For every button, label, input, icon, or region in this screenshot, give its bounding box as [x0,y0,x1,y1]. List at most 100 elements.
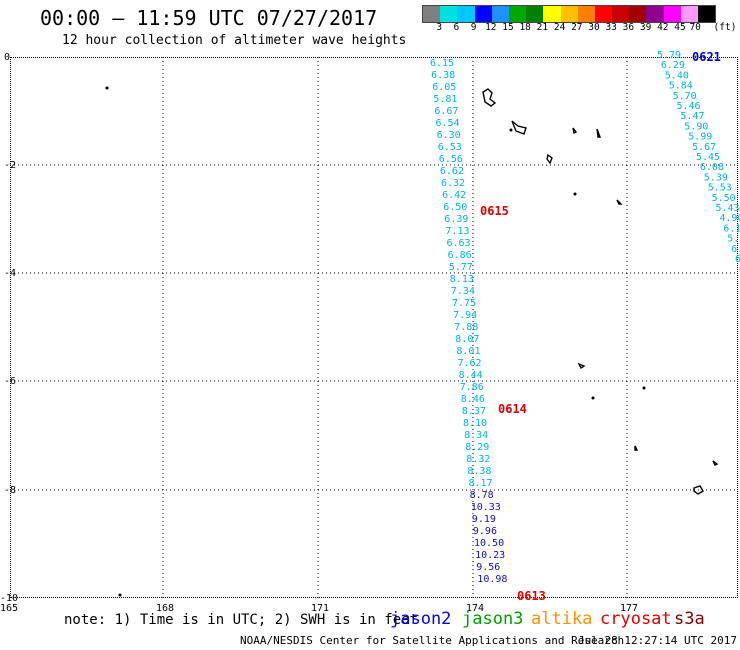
wave-height-value: 7.34 [451,286,475,297]
satellite-legend-item: s3a [674,609,705,629]
scale-swatch [560,6,578,22]
wave-height-value: 8.32 [466,454,490,465]
x-tick-label: 174 [466,603,484,614]
wave-height-value: 8.37 [462,406,486,417]
island-dot [118,593,122,597]
wave-height-value: 5.45 [696,152,720,163]
scale-swatch [594,6,613,22]
scale-label: 45 [674,22,686,33]
wave-height-value: 6.32 [441,178,465,189]
pass-time-label: 0613 [517,589,546,603]
scale-label: 39 [639,22,652,33]
wave-height-value: 5.81 [433,94,457,105]
scale-label: 21 [536,22,549,33]
scale-label: 27 [571,22,583,33]
wave-height-value: 7.94 [453,310,477,321]
scale-label: 12 [485,22,497,33]
scale-swatch [577,6,595,22]
y-tick-label: -10 [0,593,18,604]
wave-height-value: 5.67 [692,142,716,153]
wave-height-value: 6.86 [448,250,472,261]
wave-height-value: 8.07 [455,334,479,345]
wave-height-value: 5.43 [716,203,740,214]
wave-height-value: 8.38 [467,466,491,477]
scale-swatch [526,6,544,22]
scale-label: 18 [519,22,531,33]
island-outline [634,445,639,451]
island-dot [573,192,577,196]
x-tick-label: 165 [0,603,18,614]
scale-label: 42 [657,22,669,33]
scale-swatch [543,6,561,22]
map-subtitle: 12 hour collection of altimeter wave hei… [62,33,407,48]
wave-height-value: 7.13 [445,226,469,237]
wave-height-value: 5.40 [665,70,689,81]
island-outline [577,362,586,370]
scale-label: 3 [436,22,443,33]
scale-swatch [423,6,441,22]
island-outlines [105,86,719,597]
island-outline [511,120,527,135]
wave-height-value: 6.39 [444,214,468,225]
wave-height-value: 8.13 [450,274,474,285]
satellite-legend-item: altika [531,609,593,629]
wave-height-value: 6.63 [447,238,471,249]
island-dot [591,396,595,400]
scale-label: 70 [689,22,701,33]
wave-height-value: 5.46 [677,101,701,112]
scale-unit-label: (ft) [713,22,737,33]
wave-height-value: 6.54 [436,118,460,129]
wave-height-value: 10.23 [475,550,505,561]
wave-height-value: 8.78 [470,490,494,501]
graticule-grid [10,57,738,598]
wave-height-value: 5.50 [712,193,736,204]
scale-label: 9 [470,22,477,33]
wave-height-value: 10.33 [471,502,501,513]
scale-swatch [474,6,492,22]
scale-swatch [457,6,475,22]
wave-height-value: 6.38 [431,70,455,81]
wave-height-value: 6.05 [432,82,456,93]
scale-label: 33 [605,22,617,33]
scale-label: 36 [622,22,635,33]
x-tick-label: 171 [311,603,329,614]
wave-height-value: 6.30 [437,130,461,141]
west-track-values: 6.156.386.055.816.676.546.306.536.566.62… [430,58,507,585]
wave-height-value: 6.15 [430,58,454,69]
wave-height-value: 6.50 [443,202,467,213]
x-tick-label: 177 [620,603,638,614]
island-dot [509,128,513,132]
wave-height-value: 5.39 [704,172,728,183]
wave-height-value: 5.79 [657,50,681,61]
wave-height-value: 8.34 [464,430,488,441]
scale-label: 6 [453,22,460,33]
island-outline [596,128,602,138]
wave-height-value: 9.19 [472,514,496,525]
wave-height-value: 8.10 [463,418,487,429]
pass-time-label: 0621 [692,50,721,64]
satellite-legend-item: jason2 [390,609,452,629]
wave-height-value: 8.17 [469,478,493,489]
wave-height-value: 10.98 [477,574,507,585]
pass-time-labels: 0621 0615 0614 0613 [480,50,721,603]
wave-height-value: 6.2 [735,254,740,265]
island-outline [546,153,553,165]
wave-height-value: 8.01 [456,346,480,357]
island-outline [572,127,578,135]
wave-height-value: 5.77 [449,262,473,273]
wave-height-value: 5.53 [708,183,732,194]
map-note: note: 1) Time is in UTC; 2) SWH is in fe… [64,612,419,628]
wave-height-value: 7.62 [458,358,482,369]
wave-height-value: 6.29 [661,60,685,71]
color-scale-bar [422,5,717,23]
wave-height-value: 7.88 [454,322,478,333]
map-title: 00:00 – 11:59 UTC 07/27/2017 [40,6,378,30]
wave-height-value: 8.29 [465,442,489,453]
wave-height-value: 6.62 [440,166,464,177]
wave-height-value: 6.08 [700,162,724,173]
scale-swatch [440,6,458,22]
wave-height-value: 6.19 [723,223,740,234]
island-dot [105,86,109,90]
